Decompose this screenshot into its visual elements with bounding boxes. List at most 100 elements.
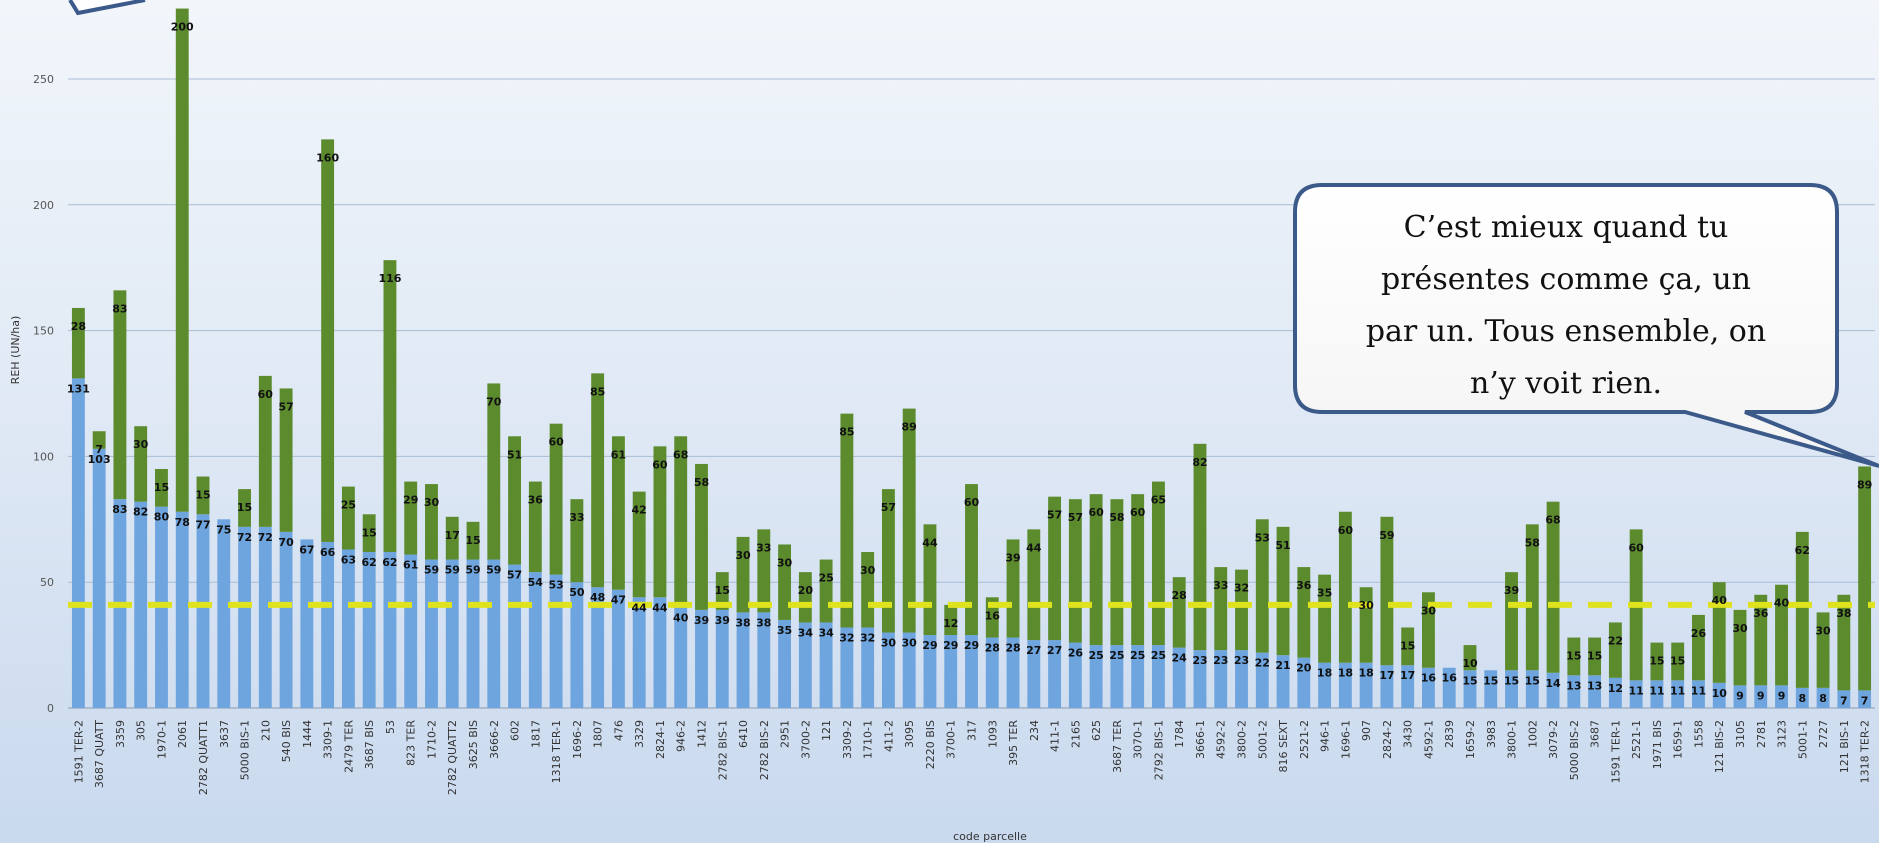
bar-top [1546, 501, 1560, 673]
data-label-base: 30 [902, 637, 918, 650]
data-label-top: 36 [1296, 579, 1312, 592]
bar-base [1775, 685, 1788, 708]
bubble-line-1: C’est mieux quand tu [1404, 210, 1729, 245]
x-tick-label: 4592-1 [1422, 720, 1435, 759]
bar-base [71, 378, 85, 708]
bar-base [1692, 680, 1705, 708]
bar-top [1422, 592, 1435, 668]
data-label-top: 65 [1151, 494, 1166, 507]
bar-base [1567, 675, 1581, 708]
bar-top [508, 436, 521, 565]
x-tick-label: 121 BIS-2 [1713, 720, 1726, 773]
bar-top [674, 436, 688, 608]
data-label-top: 60 [1130, 506, 1146, 519]
data-label-top: 22 [1608, 634, 1623, 647]
data-label-base: 9 [1757, 689, 1765, 702]
x-tick-label: 1784 [1173, 720, 1186, 748]
x-tick-label: 2220 BIS [924, 720, 937, 769]
data-label-base: 131 [67, 382, 90, 395]
bar-top [861, 552, 875, 628]
bar-base [1816, 687, 1830, 708]
data-label-top: 68 [1545, 514, 1560, 527]
data-label-top: 44 [1026, 541, 1042, 554]
data-label-base: 29 [964, 639, 979, 652]
data-label-base: 50 [569, 586, 585, 599]
data-label-base: 15 [1504, 674, 1519, 687]
bar-base [217, 519, 231, 708]
x-tick-label: 1710-1 [862, 720, 875, 759]
x-tick-label: 5001-1 [1796, 720, 1809, 759]
bar-top [404, 481, 418, 555]
bar-base [1754, 685, 1768, 708]
x-tick-label: 1444 [301, 720, 314, 748]
bar-top [1463, 645, 1477, 671]
x-tick-labels: 1591 TER-2 3687 QUATT 3359 305 1970-1 2061 278… [72, 720, 1871, 795]
data-label-top: 60 [964, 496, 980, 509]
bar-base [861, 627, 875, 708]
data-label-top: 53 [1255, 531, 1270, 544]
x-tick-label: 6410 [737, 720, 750, 748]
bar-top [1795, 531, 1809, 688]
bar-base [549, 574, 563, 708]
bar-top [487, 383, 501, 560]
bar-base [1110, 645, 1124, 708]
data-label-base: 32 [839, 631, 854, 644]
bar-top [715, 572, 729, 610]
data-label-base: 27 [1026, 644, 1041, 657]
x-tick-label: 2061 [176, 720, 189, 748]
bar-base [944, 635, 958, 708]
x-tick-label: 3105 [1734, 720, 1747, 748]
data-label-top: 60 [1628, 541, 1644, 554]
bars [71, 8, 1872, 708]
data-label-base: 38 [756, 616, 771, 629]
data-label-top: 30 [424, 496, 440, 509]
data-label-top: 39 [1504, 584, 1519, 597]
data-label-top: 51 [1275, 539, 1290, 552]
x-tick-label: 305 [135, 720, 148, 741]
data-label-base: 25 [1130, 649, 1145, 662]
bar-base [175, 511, 189, 708]
data-label-top: 30 [735, 549, 751, 562]
bar-base [1214, 650, 1228, 708]
data-label-base: 34 [818, 626, 834, 639]
data-label-base: 13 [1566, 679, 1581, 692]
bar-base [196, 514, 210, 708]
bar-top [155, 468, 168, 507]
x-tick-label: 3359 [114, 720, 127, 748]
data-label-top: 42 [632, 504, 647, 517]
data-label-base: 25 [1151, 649, 1166, 662]
bar-top [92, 431, 106, 449]
data-label-base: 11 [1670, 684, 1685, 697]
bar-top [1525, 524, 1539, 671]
bar-top [653, 446, 667, 598]
bar-top [1172, 577, 1186, 648]
bar-base [321, 541, 335, 708]
data-label-base: 23 [1234, 654, 1249, 667]
bar-base [1006, 637, 1020, 708]
bar-top [1692, 614, 1705, 681]
bar-top [258, 375, 272, 527]
data-label-top: 15 [362, 526, 377, 539]
bar-base [238, 526, 251, 708]
x-tick-label: 1710-2 [425, 720, 438, 759]
x-tick-label: 2782 BIS-2 [758, 720, 771, 780]
bar-base [1505, 670, 1518, 708]
data-label-base: 59 [424, 564, 439, 577]
bar-top [965, 484, 978, 636]
bar-top [1837, 594, 1851, 691]
bar-top [736, 536, 750, 613]
data-label-top: 29 [403, 494, 418, 507]
x-tick-label: 946-2 [675, 720, 688, 752]
x-tick-label: 1591 TER-1 [1609, 720, 1622, 783]
data-label-base: 21 [1275, 659, 1290, 672]
x-tick-label: 3666-1 [1194, 720, 1207, 759]
bar-base [695, 609, 708, 708]
x-tick-label: 1817 [529, 720, 542, 748]
data-labels: 1312810378383823080157820077157572157260… [67, 21, 1872, 708]
bar-base [715, 609, 729, 708]
bar-top [134, 426, 148, 502]
bar-base [1380, 665, 1394, 708]
data-label-top: 30 [1732, 622, 1748, 635]
bar-top [902, 408, 916, 633]
bar-base [611, 589, 625, 708]
